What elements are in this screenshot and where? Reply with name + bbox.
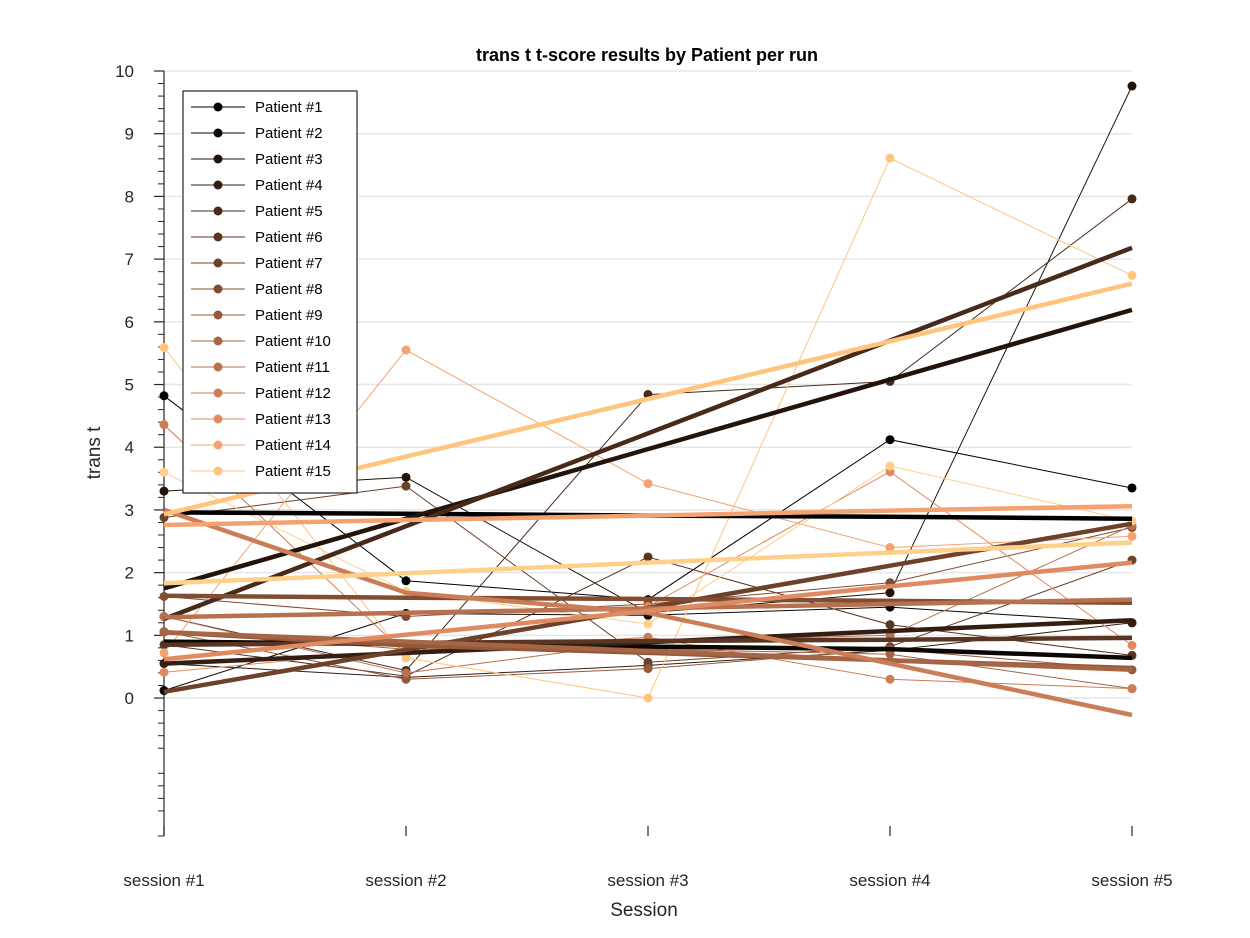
axes: 0 1 2 3 4 5 6 7 8 9 10 session #1 session #2 session … [115, 62, 1173, 890]
y-tick-label: 1 [125, 626, 134, 645]
trend-line-10 [163, 629, 1133, 673]
legend-label: Patient #12 [255, 385, 331, 402]
data-point-15 [159, 343, 169, 353]
data-point-16 [643, 619, 653, 629]
data-point-14 [1127, 531, 1137, 541]
data-point-14 [159, 648, 169, 658]
x-axis-title: Session [610, 900, 678, 921]
data-point-15 [643, 693, 653, 703]
legend-label: Patient #11 [255, 359, 330, 376]
data-point-12 [885, 674, 895, 684]
data-point-14 [885, 543, 895, 553]
y-tick-label: 10 [115, 62, 134, 81]
y-tick-label: 6 [125, 313, 134, 332]
data-point-16 [885, 461, 895, 471]
legend-box [182, 90, 358, 494]
legend-label: Patient #2 [255, 125, 323, 142]
x-tick-label: session #2 [365, 871, 446, 890]
y-tick-label: 0 [125, 689, 134, 708]
data-point-16 [159, 467, 169, 477]
legend-label: Patient #9 [255, 307, 323, 324]
legend-marker [213, 154, 223, 164]
legend-marker [213, 336, 223, 346]
x-tick-label: session #3 [607, 871, 688, 890]
data-point-1 [1127, 483, 1137, 493]
y-tick-label: 2 [125, 564, 134, 583]
legend-marker [213, 388, 223, 398]
legend-marker [213, 440, 223, 450]
data-point-3 [159, 486, 169, 496]
data-point-9 [643, 664, 653, 674]
data-point-11 [401, 668, 411, 678]
legend-label: Patient #7 [255, 255, 323, 272]
data-point-1 [401, 576, 411, 586]
data-point-15 [885, 153, 895, 163]
legend-marker [213, 310, 223, 320]
data-point-5 [1127, 194, 1137, 204]
legend-marker [213, 466, 223, 476]
legend-label: Patient #14 [255, 437, 331, 454]
legend-marker [213, 232, 223, 242]
chart-title: trans t t-score results by Patient per r… [476, 45, 818, 65]
legend-label: Patient #1 [255, 99, 323, 116]
legend-marker [213, 206, 223, 216]
data-point-13 [1127, 640, 1137, 650]
data-point-15 [401, 653, 411, 663]
y-tick-label: 5 [125, 376, 134, 395]
data-point-3 [1127, 81, 1137, 91]
trend-line-13 [163, 560, 1133, 662]
legend-label: Patient #10 [255, 333, 331, 350]
legend: Patient #1 Patient #2 Patient #3 Patient #4… [182, 90, 358, 494]
x-tick-label: session #4 [849, 871, 930, 890]
trend-line-14 [163, 503, 1133, 528]
legend-marker [213, 128, 223, 138]
x-tick-label: session #1 [123, 871, 204, 890]
trend-line-3 [163, 307, 1133, 591]
data-point-14 [643, 479, 653, 489]
legend-label: Patient #5 [255, 203, 323, 220]
trend-line-11 [163, 597, 1133, 620]
legend-label: Patient #4 [255, 177, 323, 194]
y-tick-label: 3 [125, 501, 134, 520]
y-tick-label: 8 [125, 187, 134, 206]
data-point-14 [401, 345, 411, 355]
trend-line-16 [163, 540, 1133, 586]
legend-marker [213, 284, 223, 294]
y-axis-title: trans t [84, 426, 105, 480]
data-point-12 [1127, 684, 1137, 694]
data-point-15 [1127, 270, 1137, 280]
data-point-1 [885, 435, 895, 445]
legend-label: Patient #8 [255, 281, 323, 298]
legend-label: Patient #13 [255, 411, 331, 428]
legend-marker [213, 258, 223, 268]
data-point-6 [885, 620, 895, 630]
data-point-3 [885, 588, 895, 598]
data-point-9 [401, 674, 411, 684]
legend-marker [213, 362, 223, 372]
legend-label: Patient #15 [255, 463, 331, 480]
legend-marker [213, 414, 223, 424]
legend-marker [213, 102, 223, 112]
data-point-3 [401, 472, 411, 482]
data-point-6 [643, 552, 653, 562]
legend-label: Patient #6 [255, 229, 323, 246]
y-tick-label: 9 [125, 125, 134, 144]
y-tick-label: 4 [125, 438, 134, 457]
data-point-13 [159, 667, 169, 677]
trend-line-5 [163, 245, 1133, 622]
data-point-12 [159, 420, 169, 430]
legend-label: Patient #3 [255, 151, 323, 168]
y-tick-label: 7 [125, 250, 134, 269]
data-point-10 [885, 649, 895, 659]
data-point-1 [159, 391, 169, 401]
x-tick-label: session #5 [1091, 871, 1172, 890]
legend-marker [213, 180, 223, 190]
data-point-7 [643, 657, 653, 667]
data-point-7 [401, 481, 411, 491]
